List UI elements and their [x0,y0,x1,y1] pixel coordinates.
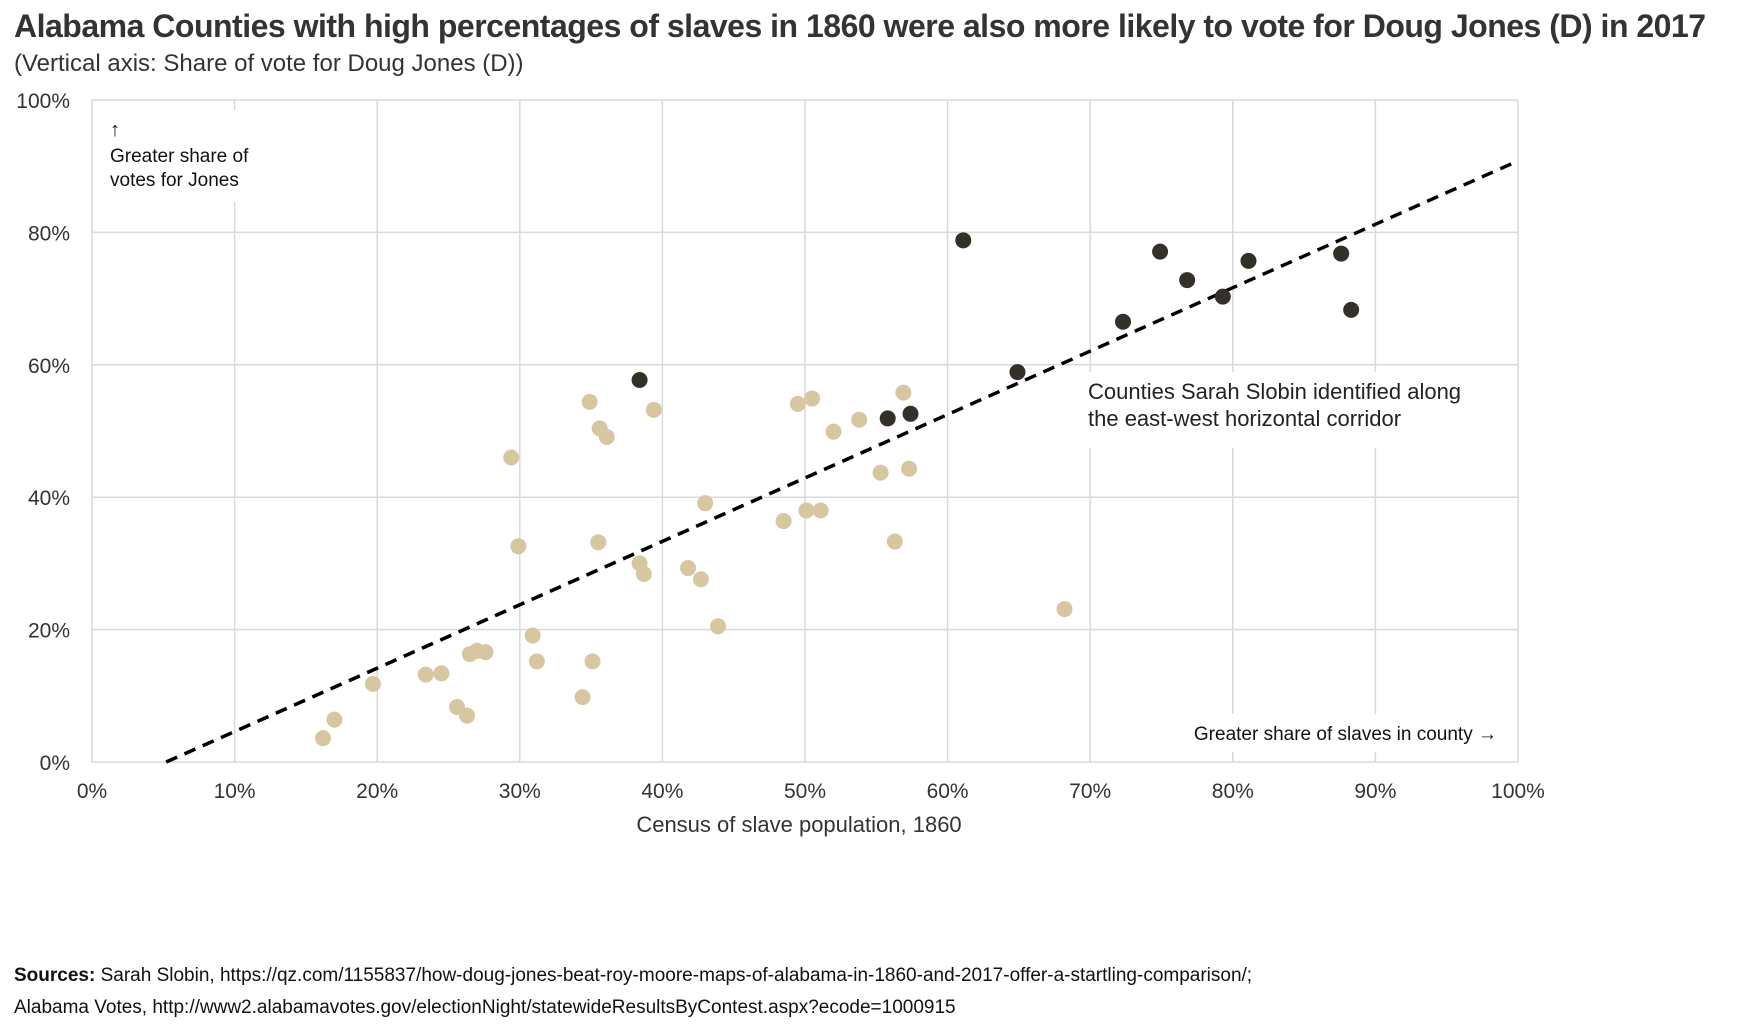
data-point [364,675,381,692]
data-point [879,410,896,427]
data-point [789,395,806,412]
data-point [315,730,332,747]
x-tick-label: 60% [927,780,969,803]
chart-subtitle: (Vertical axis: Share of vote for Doug J… [14,50,524,77]
up-arrow-annotation: ↑ [110,119,120,141]
trendline [165,159,1519,764]
y-tick-label: 100% [16,90,70,113]
annotation-top-left-line1: Greater share of [110,146,249,167]
sources-line-1: Sources: Sarah Slobin, https://qz.com/11… [14,960,1252,992]
data-point [326,711,343,728]
data-point [1343,301,1360,318]
data-point [1179,272,1196,289]
data-point [851,411,868,428]
x-tick-label: 10% [214,780,256,803]
x-tick-label: 50% [784,780,826,803]
data-point [886,533,903,550]
x-tick-label: 100% [1491,780,1545,803]
data-point [510,538,527,555]
x-tick-label: 20% [356,780,398,803]
x-axis-title: Census of slave population, 1860 [636,812,961,837]
x-tick-label: 0% [77,780,107,803]
data-point [775,513,792,530]
annotation-backdrop [1190,714,1508,752]
data-point [710,618,727,635]
data-point [581,393,598,410]
y-tick-label: 40% [28,487,70,510]
data-point [901,460,918,477]
annotation-top-left-line2: votes for Jones [110,170,239,191]
x-tick-label: 80% [1212,780,1254,803]
data-point [872,464,889,481]
data-point [902,405,919,422]
data-point [812,502,829,519]
data-point [1009,364,1026,381]
data-point [417,666,434,683]
grid [91,99,1519,763]
data-point [645,401,662,418]
data-point [631,372,648,389]
data-point [477,644,494,661]
data-point [459,707,476,724]
data-point [584,653,601,670]
x-tick-label: 40% [641,780,683,803]
data-point [1333,245,1350,262]
y-tick-label: 0% [40,752,70,775]
data-point [680,560,697,577]
data-point [635,565,652,582]
trendline-layer [165,159,1519,764]
annotation-corridor-line1: Counties Sarah Slobin identified along [1088,379,1461,404]
sources-text-1: Sarah Slobin, https://qz.com/1155837/how… [95,965,1253,986]
y-tick-label: 20% [28,620,70,643]
data-point [1214,288,1231,305]
data-point [895,384,912,401]
data-point [955,232,972,249]
data-point [524,627,541,644]
data-point [598,428,615,445]
x-tick-label: 90% [1354,780,1396,803]
chart-title: Alabama Counties with high percentages o… [14,8,1706,44]
x-tick-label: 30% [499,780,541,803]
y-tick-label: 60% [28,355,70,378]
data-point [1114,313,1131,330]
annotations: ↑ Greater share of votes for Jones Counties… [110,119,1497,745]
x-tick-label: 70% [1069,780,1111,803]
data-point [590,534,607,551]
axes: 0% 10% 20% 30% 40% 50% 60% 70% 80% 90% 100% 0% 20% 40… [16,90,1545,837]
y-tick-label: 80% [28,222,70,245]
annotation-backdrop [100,110,270,202]
sources-line-2: Alabama Votes, http://www2.alabamavotes.… [14,997,956,1018]
annotation-bottom-right: Greater share of slaves in county → [1194,724,1497,745]
annotation-corridor-line2: the east-west horizontal corridor [1088,406,1401,431]
data-point [825,423,842,440]
data-point [697,495,714,512]
data-point [798,502,815,519]
data-point [692,571,709,588]
data-point [1056,601,1073,618]
sources-label: Sources: [14,965,96,986]
data-point [433,665,450,682]
data-point [1240,252,1257,269]
sources-footer: Sources: Sarah Slobin, https://qz.com/11… [14,960,1252,1024]
data-points [315,232,1360,747]
data-point [528,653,545,670]
data-point [1152,243,1169,260]
data-point [574,689,591,706]
annotation-backdrop [1080,372,1480,448]
data-point [804,390,821,407]
data-point [503,449,520,466]
